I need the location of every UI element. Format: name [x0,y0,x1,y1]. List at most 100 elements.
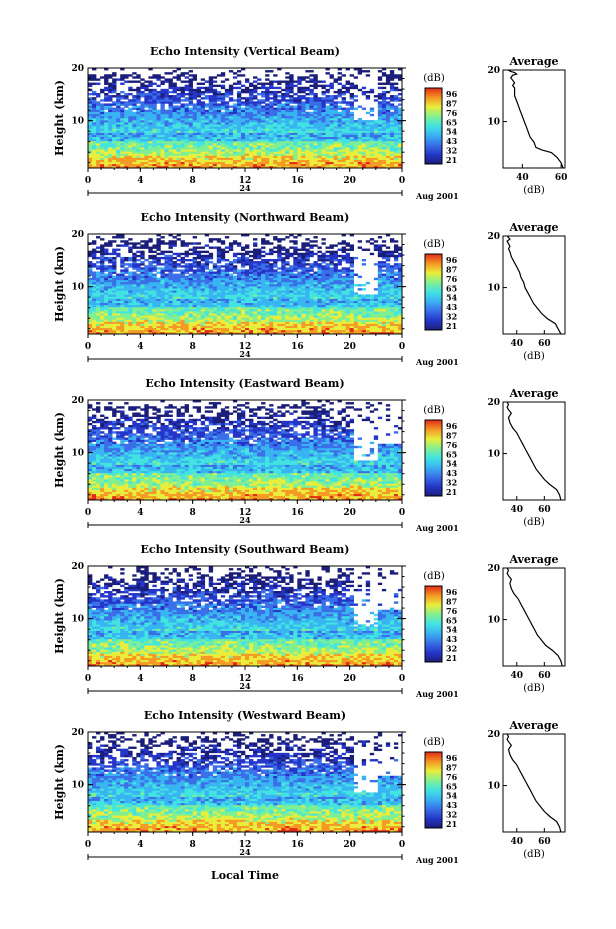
colorbar-tick-label: 54 [446,625,458,635]
colorbar-tick-label: 21 [446,155,457,165]
date-marker: 24 [239,681,251,691]
avg-title: Average [508,387,558,400]
heatmap [88,566,403,667]
x-tick-label: 12 [239,342,252,352]
x-tick-label: 4 [137,342,143,352]
avg-x-tick-label: 40 [511,505,524,515]
panel-title: Echo Intensity (Northward Beam) [141,211,350,224]
y-tick-label: 10 [71,283,84,293]
panel-title: Echo Intensity (Eastward Beam) [145,377,344,390]
x-tick-label: 4 [137,840,143,850]
x-tick-label: 0 [85,176,91,186]
y-tick-label: 20 [71,562,84,572]
avg-x-label: (dB) [523,185,545,196]
date-marker: 24 [239,349,251,359]
avg-x-label: (dB) [523,849,545,860]
colorbar-title: (dB) [423,571,445,582]
y-tick-label: 20 [71,64,84,74]
date-label: Aug 2001 [415,855,459,865]
x-tick-label: 0 [399,176,405,186]
x-tick-label: 20 [343,342,356,352]
y-tick-label: 20 [71,728,84,738]
x-tick-label: 16 [291,342,304,352]
colorbar-tick-label: 21 [446,487,457,497]
heatmap [88,732,403,833]
y-axis-label: Height (km) [53,246,66,322]
avg-y-tick-label: 10 [487,450,500,460]
avg-profile-line [506,235,562,335]
colorbar-tick-label: 87 [446,264,457,274]
colorbar-tick-label: 54 [446,459,458,469]
panel-4: Echo Intensity (Southward Beam) 20 10 Heigh… [53,543,566,699]
colorbar-tick-label: 65 [446,781,457,791]
colorbar-tick-label: 21 [446,653,457,663]
date-marker: 24 [239,183,251,193]
avg-profile-line [506,401,562,501]
y-tick-label: 10 [71,615,84,625]
avg-x-tick-label: 40 [511,339,524,349]
x-tick-label: 20 [343,176,356,186]
avg-profile-line [506,733,562,833]
avg-y-tick-label: 10 [487,616,500,626]
colorbar-title: (dB) [423,239,445,250]
colorbar-tick-label: 54 [446,127,458,137]
colorbar [424,751,443,829]
colorbar-tick-label: 65 [446,283,457,293]
colorbar-tick-label: 96 [446,255,458,265]
x-tick-label: 8 [190,840,196,850]
colorbar-tick-label: 76 [446,108,458,118]
date-label: Aug 2001 [415,357,459,367]
x-tick-label: 12 [239,840,252,850]
colorbar-title: (dB) [423,73,445,84]
colorbar [424,253,443,331]
avg-title: Average [508,221,558,234]
y-tick-label: 20 [71,230,84,240]
colorbar [424,419,443,497]
colorbar-tick-label: 43 [446,302,458,312]
x-tick-label: 16 [291,508,304,518]
x-tick-label: 0 [85,508,91,518]
panel-3: Echo Intensity (Eastward Beam) 20 10 Height… [53,377,566,533]
colorbar-tick-label: 96 [446,89,458,99]
avg-profile-line [507,69,564,169]
colorbar-tick-label: 96 [446,421,458,431]
avg-x-label: (dB) [523,683,545,694]
y-axis-label: Height (km) [53,80,66,156]
colorbar-tick-label: 87 [446,596,457,606]
avg-x-tick-label: 40 [516,173,529,183]
avg-frame [502,567,566,667]
date-marker: 24 [239,515,251,525]
colorbar-tick-label: 76 [446,606,458,616]
colorbar-tick-label: 43 [446,800,458,810]
colorbar-tick-label: 32 [446,810,457,820]
y-tick-label: 10 [71,781,84,791]
colorbar-title: (dB) [423,405,445,416]
x-tick-label: 4 [137,508,143,518]
x-tick-label: 0 [85,840,91,850]
avg-frame [502,69,566,169]
colorbar-tick-label: 76 [446,274,458,284]
avg-x-tick-label: 40 [511,671,524,681]
avg-x-tick-label: 60 [538,505,551,515]
colorbar-tick-label: 54 [446,293,458,303]
colorbar-tick-label: 32 [446,644,457,654]
colorbar [424,585,443,663]
x-tick-label: 0 [399,508,405,518]
colorbar-tick-label: 32 [446,478,457,488]
y-tick-label: 10 [71,117,84,127]
colorbar-tick-label: 32 [446,312,457,322]
figure-xlabel: Local Time [211,869,279,882]
avg-y-tick-label: 10 [487,782,500,792]
panel-2: Echo Intensity (Northward Beam) 20 10 Heigh… [53,211,566,367]
avg-title: Average [508,719,558,732]
avg-x-tick-label: 60 [538,339,551,349]
y-tick-label: 20 [71,396,84,406]
avg-x-label: (dB) [523,351,545,362]
x-tick-label: 0 [85,342,91,352]
x-tick-label: 0 [399,342,405,352]
date-label: Aug 2001 [415,689,459,699]
panel-1: Echo Intensity (Vertical Beam) 20 10 Height… [53,45,567,201]
colorbar-tick-label: 76 [446,440,458,450]
avg-frame [502,235,566,335]
x-tick-label: 8 [190,674,196,684]
